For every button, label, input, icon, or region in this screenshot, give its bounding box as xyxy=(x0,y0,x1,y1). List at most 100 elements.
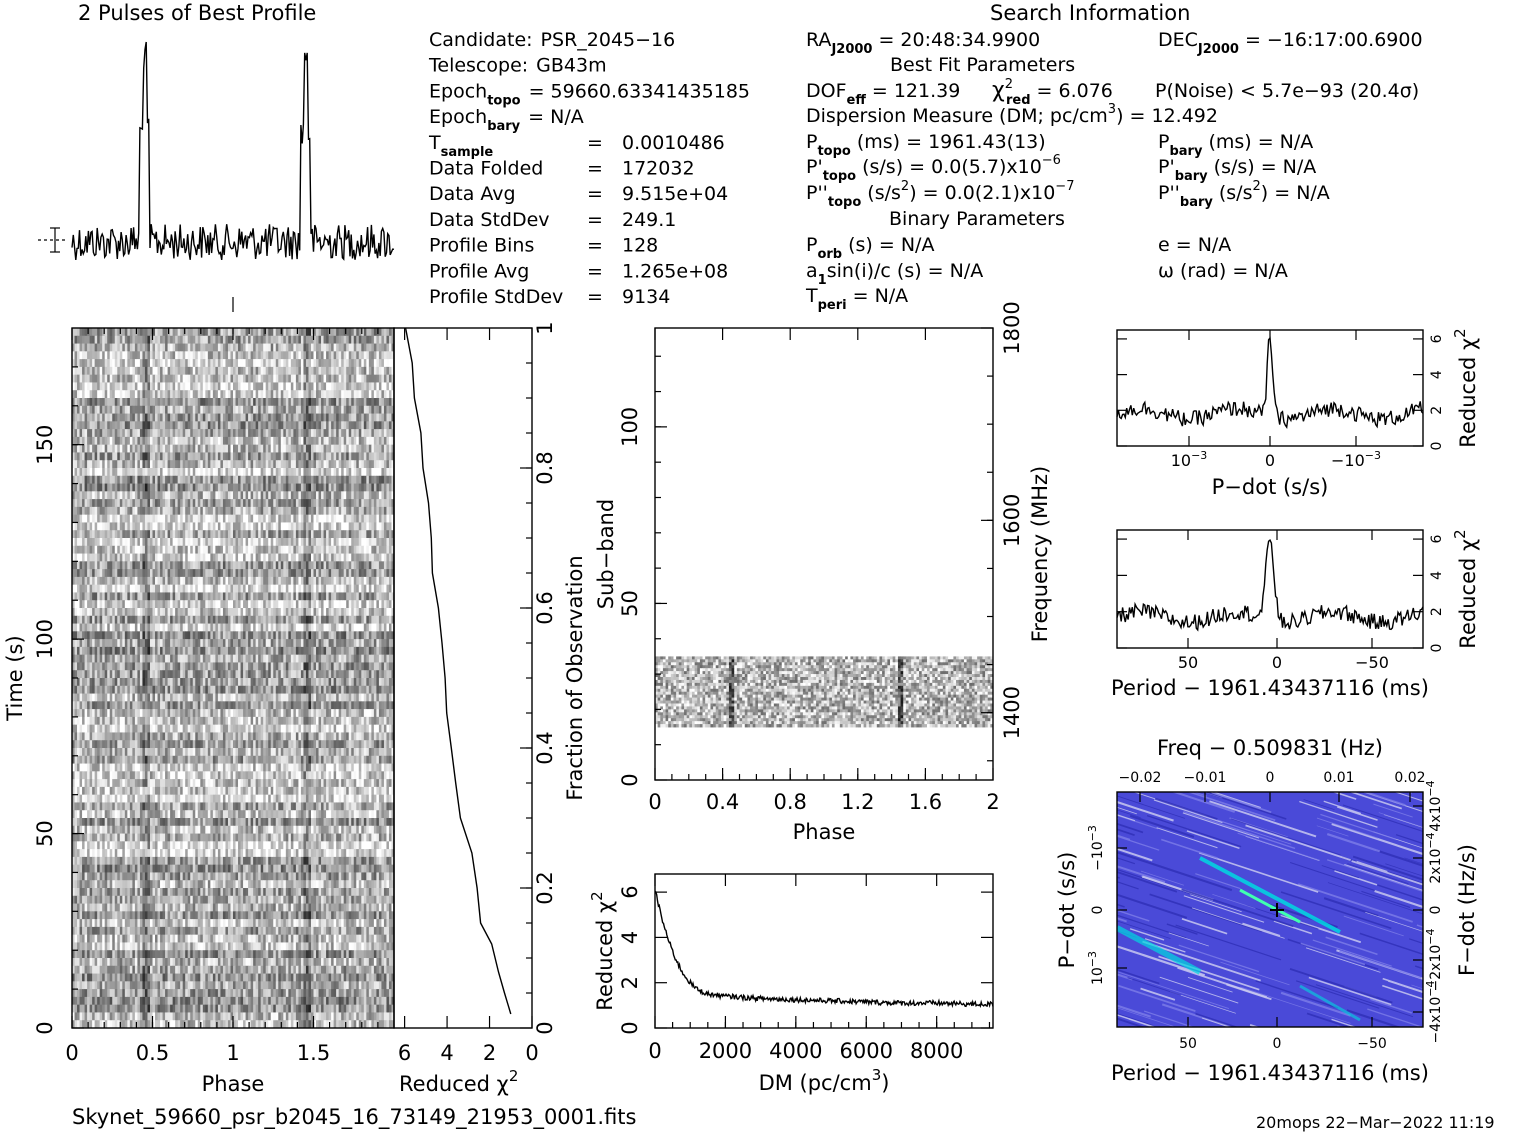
heat-cell xyxy=(319,484,322,492)
heat-cell xyxy=(165,600,168,608)
heat-cell xyxy=(97,375,100,383)
heat-cell xyxy=(233,414,236,422)
dec-line: DECJ2000= −16:17:00.6900 xyxy=(1158,29,1423,57)
heat-cell xyxy=(218,351,221,359)
heat-cell xyxy=(218,460,221,468)
heat-cell xyxy=(329,421,332,429)
heat-cell xyxy=(178,421,181,429)
heat-cell xyxy=(316,452,319,460)
heat-cell xyxy=(356,382,359,390)
heat-cell xyxy=(220,554,223,562)
heat-cell xyxy=(386,406,389,414)
heat-cell xyxy=(334,336,337,344)
heat-cell xyxy=(298,351,301,359)
heat-cell xyxy=(188,491,191,499)
heat-cell xyxy=(195,460,198,468)
heat-cell xyxy=(190,375,193,383)
heat-cell xyxy=(246,437,249,445)
heat-cell xyxy=(369,336,372,344)
heat-cell xyxy=(286,476,289,484)
heat-cell xyxy=(344,359,347,367)
heat-cell xyxy=(351,538,354,546)
heat-cell xyxy=(163,530,166,538)
heat-cell xyxy=(142,561,145,569)
heat-cell xyxy=(266,616,269,624)
heat-cell xyxy=(110,569,113,577)
heat-cell xyxy=(107,406,110,414)
heat-cell xyxy=(334,460,337,468)
heat-cell xyxy=(248,554,251,562)
heat-cell xyxy=(170,452,173,460)
heat-cell xyxy=(258,624,261,632)
heat-cell xyxy=(316,554,319,562)
heat-cell xyxy=(288,530,291,538)
heat-cell xyxy=(371,499,374,507)
heat-cell xyxy=(251,414,254,422)
heat-cell xyxy=(243,445,246,453)
heat-cell xyxy=(200,592,203,600)
heat-cell xyxy=(195,375,198,383)
heat-cell xyxy=(248,398,251,406)
heat-cell xyxy=(386,344,389,352)
heat-cell xyxy=(326,460,329,468)
heat-cell xyxy=(122,554,125,562)
heat-cell xyxy=(379,600,382,608)
heat-cell xyxy=(371,367,374,375)
heat-cell xyxy=(324,398,327,406)
heat-cell xyxy=(283,522,286,530)
heat-cell xyxy=(178,344,181,352)
heat-cell xyxy=(233,375,236,383)
heat-cell xyxy=(253,421,256,429)
heat-cell xyxy=(105,359,108,367)
heat-cell xyxy=(268,460,271,468)
heat-cell xyxy=(137,600,140,608)
heat-cell xyxy=(160,476,163,484)
heat-cell xyxy=(344,437,347,445)
heat-cell xyxy=(258,344,261,352)
heat-cell xyxy=(125,375,128,383)
heat-cell xyxy=(142,499,145,507)
heat-cell xyxy=(117,437,120,445)
heat-cell xyxy=(238,336,241,344)
heat-cell xyxy=(168,484,171,492)
heat-cell xyxy=(346,554,349,562)
heat-cell xyxy=(316,608,319,616)
heat-cell xyxy=(241,382,244,390)
heat-cell xyxy=(180,616,183,624)
heat-cell xyxy=(361,468,364,476)
candidate-value: 9134 xyxy=(622,286,670,308)
heat-cell xyxy=(208,616,211,624)
heat-cell xyxy=(384,592,387,600)
heat-cell xyxy=(218,608,221,616)
heat-cell xyxy=(258,569,261,577)
heat-cell xyxy=(213,600,216,608)
heat-cell xyxy=(266,367,269,375)
heat-cell xyxy=(208,530,211,538)
heat-cell xyxy=(243,375,246,383)
a1-line: a1sin(i)/c (s) = N/A xyxy=(806,260,983,288)
heat-cell xyxy=(286,569,289,577)
heat-cell xyxy=(238,600,241,608)
heat-cell xyxy=(173,452,176,460)
heat-cell xyxy=(339,328,342,336)
heat-cell xyxy=(218,577,221,585)
heat-cell xyxy=(263,577,266,585)
heat-cell xyxy=(180,468,183,476)
heat-cell xyxy=(341,460,344,468)
heat-cell xyxy=(180,484,183,492)
heat-cell xyxy=(263,367,266,375)
heat-cell xyxy=(324,476,327,484)
heat-cell xyxy=(334,499,337,507)
heat-cell xyxy=(85,507,88,515)
heat-cell xyxy=(248,460,251,468)
heat-cell xyxy=(376,616,379,624)
heat-cell xyxy=(316,569,319,577)
heat-cell xyxy=(77,429,80,437)
heat-cell xyxy=(102,452,105,460)
heat-cell xyxy=(218,359,221,367)
heat-cell xyxy=(376,507,379,515)
heat-cell xyxy=(233,515,236,523)
heat-cell xyxy=(291,476,294,484)
heat-cell xyxy=(253,507,256,515)
heat-cell xyxy=(170,382,173,390)
